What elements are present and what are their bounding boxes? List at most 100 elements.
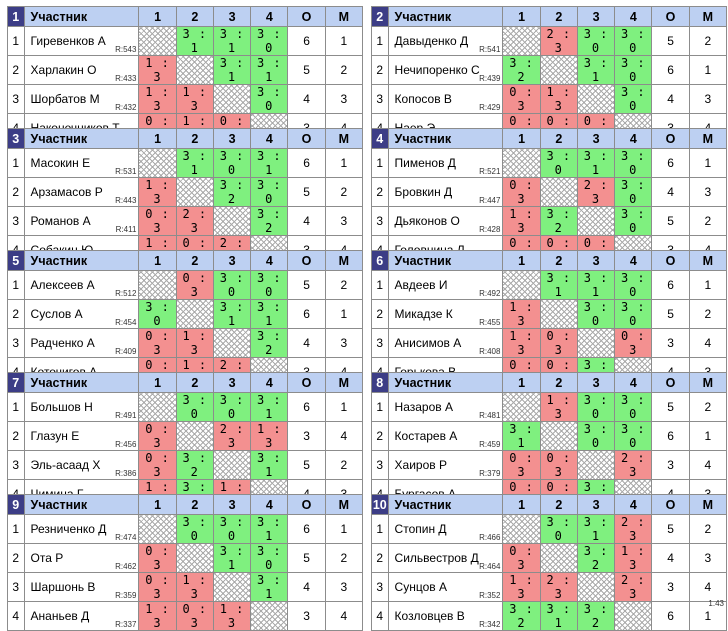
match-score: 1 : 3	[502, 206, 541, 236]
match-score: 3 : 1	[250, 148, 289, 178]
self-match-cell	[138, 148, 177, 178]
row-number: 1	[7, 148, 25, 178]
match-score: 3 : 0	[539, 148, 578, 178]
group-number: 7	[7, 372, 25, 393]
participant-name: Романов А	[30, 214, 91, 228]
points-cell: 4	[287, 328, 326, 358]
participant-header: Участник	[387, 128, 504, 149]
participant-name-cell: Копосов В R:429	[387, 84, 504, 114]
participant-name: Микадзе К	[394, 307, 453, 321]
row-number: 3	[7, 450, 25, 480]
participant-name-cell: Резниченко Д R:474	[23, 514, 140, 544]
participant-name: Суслов А	[30, 307, 83, 321]
place-cell: 4	[688, 450, 728, 480]
place-header: М	[324, 128, 364, 149]
place-header: М	[324, 372, 364, 393]
points-header: О	[651, 6, 690, 27]
participant-rating: R:462	[115, 562, 137, 571]
match-score: 3 : 0	[614, 55, 653, 85]
participant-name: Пименов Д	[394, 156, 456, 170]
match-score: 1 : 3	[138, 55, 177, 85]
participant-name-cell: Ананьев Д R:337	[23, 601, 140, 631]
participant-rating: R:455	[479, 318, 501, 327]
participant-name-cell: Дьяконов О R:428	[387, 206, 504, 236]
col-header-4: 4	[250, 372, 289, 393]
match-score: 3 : 1	[502, 421, 541, 451]
points-cell: 6	[287, 392, 326, 422]
match-score: 3 : 1	[539, 270, 578, 300]
participant-rating: R:521	[479, 167, 501, 176]
place-cell: 3	[324, 206, 364, 236]
match-score: 3 : 2	[212, 177, 252, 207]
match-score: 3 : 0	[614, 270, 653, 300]
match-score: 0 : 3	[175, 270, 214, 300]
points-header: О	[651, 494, 690, 515]
group-number: 8	[371, 372, 389, 393]
participant-name: Сильвестров Д	[394, 551, 479, 565]
match-score: 0 : 3	[138, 572, 177, 602]
match-score: 0 : 3	[614, 328, 653, 358]
points-cell: 6	[287, 299, 326, 329]
place-cell: 1	[324, 26, 364, 56]
participant-name-cell: Харлакин О R:433	[23, 55, 140, 85]
col-header-2: 2	[175, 250, 214, 271]
match-score: 0 : 3	[502, 84, 541, 114]
participant-name: Хаиров Р	[394, 458, 447, 472]
participant-header: Участник	[23, 494, 140, 515]
participant-rating: R:428	[479, 225, 501, 234]
col-header-1: 1	[138, 128, 177, 149]
match-score: 3 : 1	[175, 148, 214, 178]
points-cell: 5	[287, 450, 326, 480]
participant-name-cell: Ота Р R:462	[23, 543, 140, 573]
participant-rating: R:439	[479, 74, 501, 83]
participant-name-cell: Козловцев В R:342	[387, 601, 504, 631]
participant-rating: R:491	[115, 411, 137, 420]
place-cell: 2	[324, 177, 364, 207]
place-cell: 3	[688, 543, 728, 573]
match-score: 3 : 1	[250, 299, 289, 329]
match-score: 3 : 1	[576, 270, 616, 300]
points-header: О	[651, 372, 690, 393]
match-score: 3 : 1	[250, 55, 289, 85]
place-cell: 2	[324, 270, 364, 300]
participant-name: Ота Р	[30, 551, 64, 565]
match-score: 3 : 0	[212, 270, 252, 300]
self-match-cell	[250, 601, 289, 631]
participant-name: Большов Н	[30, 400, 93, 414]
place-cell: 2	[688, 514, 728, 544]
match-score: 0 : 3	[502, 543, 541, 573]
participant-rating: R:466	[479, 533, 501, 542]
points-cell: 3	[287, 601, 326, 631]
group-header-row: 9 Участник 1 2 3 4 О М	[7, 494, 364, 515]
match-score: 3 : 1	[212, 26, 252, 56]
group-number: 1	[7, 6, 25, 27]
participant-name: Костарев А	[394, 429, 458, 443]
group-number: 2	[371, 6, 389, 27]
match-score: 1 : 3	[502, 299, 541, 329]
points-header: О	[651, 128, 690, 149]
row-number: 1	[371, 392, 389, 422]
match-score: 3 : 0	[576, 299, 616, 329]
col-header-3: 3	[576, 6, 616, 27]
col-header-4: 4	[614, 128, 653, 149]
match-score: 3 : 2	[502, 55, 541, 85]
points-cell: 3	[651, 328, 690, 358]
group-header-row: 6 Участник 1 2 3 4 О М	[371, 250, 728, 271]
group-header-row: 10 Участник 1 2 3 4 О М	[371, 494, 728, 515]
match-score: 3 : 1	[212, 543, 252, 573]
points-cell: 6	[651, 148, 690, 178]
row-number: 4	[371, 601, 389, 631]
match-score: 2 : 3	[614, 572, 653, 602]
participant-name: Нечипоренко С	[394, 63, 480, 77]
match-score: 3 : 2	[502, 601, 541, 631]
points-cell: 6	[651, 270, 690, 300]
match-score: 1 : 3	[502, 572, 541, 602]
